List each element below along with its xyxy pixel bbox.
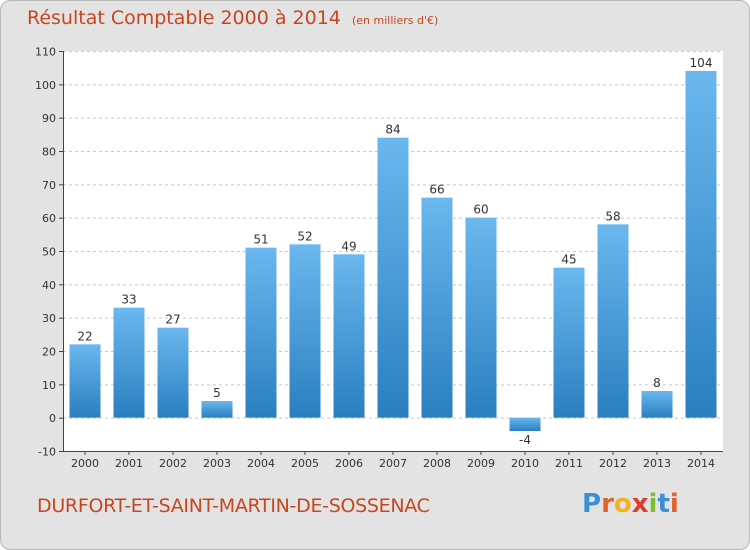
data-label: 84	[385, 123, 400, 137]
x-tick-label: 2005	[291, 457, 319, 470]
x-tick-label: 2008	[423, 457, 451, 470]
x-tick-label: 2011	[555, 457, 583, 470]
data-label: 52	[297, 229, 312, 243]
data-label: 58	[605, 209, 620, 223]
bar	[421, 197, 453, 418]
data-label: 45	[561, 253, 576, 267]
y-tick-label: 50	[42, 246, 56, 259]
commune-name: DURFORT-ET-SAINT-MARTIN-DE-SOSSENAC	[37, 495, 430, 517]
y-tick-label: 20	[42, 346, 56, 359]
data-label: 27	[165, 313, 180, 327]
data-label: 49	[341, 239, 356, 253]
y-tick-label: -10	[38, 446, 56, 459]
bar	[597, 224, 629, 418]
y-tick-label: 80	[42, 146, 56, 159]
brand-letter: i	[648, 489, 658, 519]
x-tick-label: 2012	[599, 457, 627, 470]
x-tick-label: 2013	[643, 457, 671, 470]
bar	[201, 401, 233, 418]
y-tick-label: 60	[42, 212, 56, 225]
data-label: 66	[429, 183, 444, 197]
x-tick-label: 2009	[467, 457, 495, 470]
x-tick-label: 2002	[159, 457, 187, 470]
x-tick-label: 2007	[379, 457, 407, 470]
data-label: 60	[473, 203, 488, 217]
bar	[333, 254, 365, 418]
x-tick-label: 2006	[335, 457, 363, 470]
chart-header: Résultat Comptable 2000 à 2014 (en milli…	[27, 7, 438, 29]
y-tick-label: 40	[42, 279, 56, 292]
y-tick-label: 70	[42, 179, 56, 192]
y-tick-label: 10	[42, 379, 56, 392]
x-tick-label: 2000	[71, 457, 99, 470]
y-tick-label: 30	[42, 312, 56, 325]
bar	[157, 327, 189, 418]
data-label: 104	[690, 56, 713, 70]
y-tick-label: 90	[42, 112, 56, 125]
bar	[553, 267, 585, 418]
x-tick-label: 2014	[687, 457, 715, 470]
data-label: 51	[253, 233, 268, 247]
chart-title: Résultat Comptable 2000 à 2014	[27, 7, 341, 29]
bar	[465, 217, 497, 418]
data-label: 33	[121, 293, 136, 307]
x-tick-label: 2003	[203, 457, 231, 470]
x-tick-label: 2004	[247, 457, 275, 470]
y-tick-label: 0	[49, 412, 56, 425]
data-label: 22	[77, 329, 92, 343]
brand-letter: o	[613, 489, 632, 519]
brand-letter: r	[601, 489, 614, 519]
x-tick-label: 2010	[511, 457, 539, 470]
bar	[289, 244, 321, 418]
bar	[641, 391, 673, 418]
data-label: -4	[519, 433, 531, 447]
bar	[685, 71, 717, 418]
bar	[69, 344, 101, 418]
bar	[509, 417, 541, 431]
y-tick-label: 100	[35, 79, 56, 92]
brand-letter: i	[669, 489, 679, 519]
bar	[245, 247, 277, 418]
brand-letter: P	[582, 489, 602, 519]
data-label: 5	[213, 386, 221, 400]
data-label: 8	[653, 376, 661, 390]
brand-letter: x	[631, 489, 649, 519]
chart-subtitle: (en milliers d'€)	[351, 14, 439, 27]
proxiti-logo: Proxiti	[582, 489, 692, 523]
y-tick-label: 110	[35, 46, 56, 59]
bar	[377, 137, 409, 418]
bar	[113, 307, 145, 418]
x-tick-label: 2001	[115, 457, 143, 470]
brand-letter: t	[657, 489, 670, 519]
